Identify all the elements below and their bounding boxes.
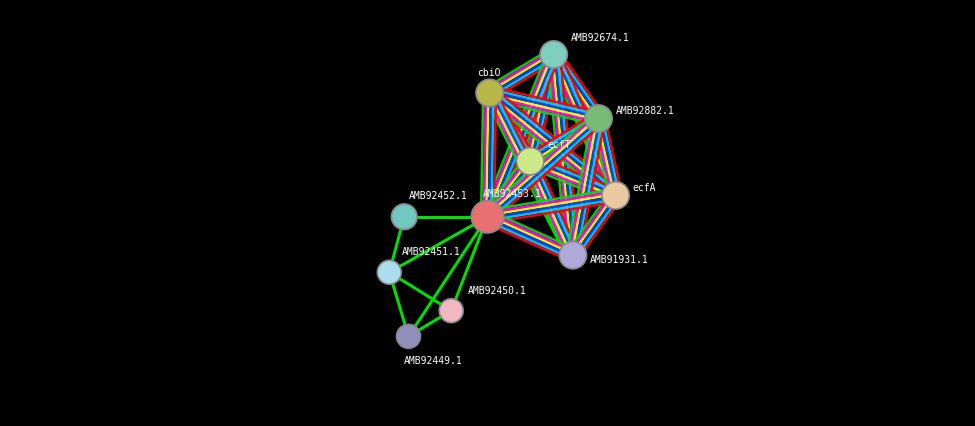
Circle shape	[440, 299, 463, 323]
Text: AMB92674.1: AMB92674.1	[570, 33, 630, 43]
Circle shape	[540, 42, 567, 69]
Text: AMB92450.1: AMB92450.1	[468, 285, 527, 296]
Circle shape	[471, 201, 504, 233]
Text: AMB92452.1: AMB92452.1	[409, 190, 467, 200]
Circle shape	[391, 204, 417, 230]
Text: AMB92453.1: AMB92453.1	[484, 189, 542, 199]
Circle shape	[585, 106, 612, 133]
Circle shape	[476, 80, 503, 107]
Circle shape	[517, 148, 544, 176]
Text: AMB91931.1: AMB91931.1	[590, 255, 648, 265]
Circle shape	[602, 182, 629, 210]
Text: cbiO: cbiO	[477, 67, 500, 78]
Text: AMB92451.1: AMB92451.1	[402, 246, 461, 256]
Circle shape	[560, 242, 587, 269]
Text: ecfA: ecfA	[633, 182, 656, 193]
Text: ecfT: ecfT	[547, 140, 570, 150]
Text: AMB92882.1: AMB92882.1	[615, 106, 675, 116]
Circle shape	[377, 261, 402, 285]
Text: AMB92449.1: AMB92449.1	[405, 355, 463, 365]
Circle shape	[397, 325, 420, 348]
